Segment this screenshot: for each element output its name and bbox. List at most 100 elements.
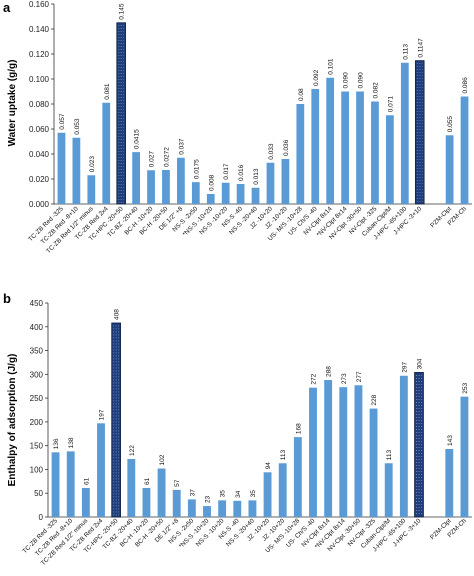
bar-value-label: 0.090 [343,72,350,89]
bar-value-label: 168 [295,423,302,434]
bar-value-label: 0.037 [178,138,185,155]
bar-value-label: 272 [311,373,318,384]
bar-value-label: 304 [417,358,424,369]
bar [132,152,140,204]
bar [460,96,469,204]
bar-value-label: 143 [447,435,454,446]
bar [66,451,75,517]
bar [369,408,378,517]
bar [384,463,393,517]
bar-value-label: 0.081 [104,83,111,100]
bar-value-label: 138 [68,437,75,448]
bar-value-label: 122 [129,445,136,456]
bar-value-label: 297 [401,362,408,373]
bar [341,91,349,204]
bar [400,62,409,204]
y-tick-label: 300 [30,370,44,379]
panel-b-chart: b Enthalpy of adsorption (J/g) 0 50 100 150… [3,291,472,567]
bar [293,437,302,517]
bar-value-label: 0.086 [462,77,469,94]
bar-value-label: 0.013 [253,168,260,185]
bar [147,170,155,204]
y-tick-label: 0.100 [29,75,50,84]
y-tick-label: 250 [30,394,44,403]
bar [191,182,200,204]
bar-value-label: 0.033 [268,143,275,160]
bar [51,452,60,517]
bar-value-label: 113 [386,450,393,461]
bar [236,184,245,204]
bar-value-label: 0.017 [223,163,230,180]
bar [324,380,333,517]
bar-value-label: 94 [265,462,272,470]
bar-value-label: 0.0415 [134,129,141,149]
panel-b-label: b [3,291,11,306]
bar [445,448,454,517]
bar-value-label: 61 [83,477,90,485]
y-tick-label: 0.160 [29,0,50,9]
bar-value-label: 34 [235,490,242,498]
y-tick-label: 0.080 [29,100,50,109]
bar [102,102,111,204]
bar-value-label: 136 [53,438,60,449]
y-tick-label: 100 [30,465,44,474]
y-tick-label: 0.120 [29,50,50,59]
bar-value-label: 57 [174,479,181,487]
bar-value-label: 197 [99,409,106,420]
y-tick-label: 0.040 [29,150,50,159]
bar [72,137,81,204]
bar [127,458,136,517]
y-tick-label: 50 [34,489,43,498]
bar-value-label: 273 [341,373,348,384]
bar-highlighted [111,322,121,518]
y-tick-label: 350 [30,347,44,356]
bar [278,463,287,517]
bar [162,170,170,204]
bar-value-label: 0.1147 [417,38,424,58]
bar [187,499,196,517]
bar [309,387,317,517]
bar-highlighted [414,60,425,205]
bar-value-label: 0.016 [238,164,245,181]
bar-value-label: 35 [220,490,227,498]
bar [233,500,242,517]
bar-value-label: 0.055 [447,116,454,133]
bar-value-label: 228 [371,394,378,405]
bar [218,500,227,517]
bar [371,101,379,204]
bar [81,487,90,517]
bar [248,500,257,517]
bar-value-label: 0.101 [328,58,335,75]
bar [386,115,394,204]
bar [296,104,305,204]
bar [399,375,408,517]
bar [263,472,272,517]
bar [354,385,363,517]
bar [177,157,185,204]
bar-value-label: 0.0175 [193,159,200,179]
bar-value-label: 0.092 [313,69,320,86]
bar [266,162,275,204]
bar [97,423,105,517]
bar [87,175,96,204]
y-tick-label: 200 [30,418,44,427]
bar [251,187,260,204]
y-tick-label: 0.140 [29,25,50,34]
bar [142,487,151,517]
y-tick-label: 0 [39,513,44,522]
bar-value-label: 0.0272 [163,147,170,167]
bar [339,387,348,517]
y-tick-label: 0.060 [29,125,50,134]
bar-value-label: 0.113 [402,44,409,60]
bar-value-label: 0.082 [372,82,379,99]
y-tick-label: 400 [30,323,44,332]
bar-value-label: 61 [144,477,151,485]
bar-value-label: 288 [326,366,333,377]
bar-value-label: 0.145 [119,3,126,20]
bar-value-label: 277 [356,371,363,382]
bar-value-label: 0.08 [298,88,305,101]
bar-value-label: 0.071 [387,96,394,113]
panel-a-chart: a Water uptake (g/g) 0.000 0.020 0.040 0.06… [3,0,472,255]
bar [221,182,230,204]
bar-value-label: 102 [159,454,166,465]
